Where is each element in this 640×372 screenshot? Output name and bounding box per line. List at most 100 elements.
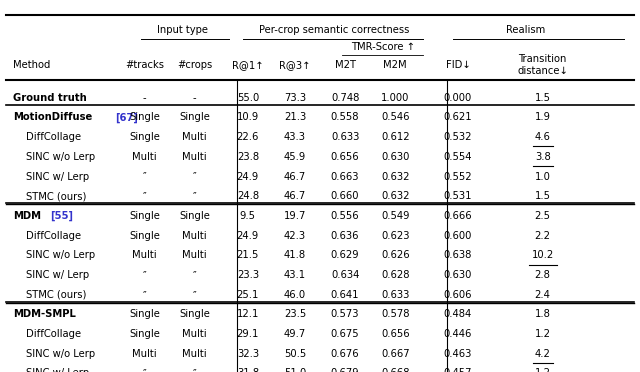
Text: 51.0: 51.0 — [284, 368, 306, 372]
Text: 2.2: 2.2 — [534, 231, 550, 241]
Text: 0.628: 0.628 — [381, 270, 410, 280]
Text: 46.7: 46.7 — [284, 191, 306, 201]
Text: ″: ″ — [143, 290, 147, 299]
Text: 0.656: 0.656 — [381, 329, 410, 339]
Text: ″: ″ — [193, 270, 196, 280]
Text: Input type: Input type — [157, 25, 207, 35]
Text: 0.000: 0.000 — [444, 93, 472, 103]
Text: ″: ″ — [143, 368, 147, 372]
Text: Multi: Multi — [182, 349, 207, 359]
Text: 0.546: 0.546 — [381, 112, 410, 122]
Text: DiffCollage: DiffCollage — [26, 132, 81, 142]
Text: ″: ″ — [143, 171, 147, 182]
Text: 0.606: 0.606 — [444, 290, 472, 299]
Text: Single: Single — [129, 231, 160, 241]
Text: Multi: Multi — [182, 152, 207, 162]
Text: ″: ″ — [143, 191, 147, 201]
Text: [67]: [67] — [115, 112, 138, 123]
Text: 2.8: 2.8 — [534, 270, 550, 280]
Text: MotionDiffuse: MotionDiffuse — [13, 112, 92, 122]
Text: Single: Single — [179, 112, 210, 122]
Text: 46.0: 46.0 — [284, 290, 306, 299]
Text: Method: Method — [13, 60, 50, 70]
Text: 19.7: 19.7 — [284, 211, 306, 221]
Text: 0.632: 0.632 — [381, 191, 410, 201]
Text: 0.463: 0.463 — [444, 349, 472, 359]
Text: 0.636: 0.636 — [331, 231, 359, 241]
Text: 0.612: 0.612 — [381, 132, 410, 142]
Text: ″: ″ — [193, 171, 196, 182]
Text: 1.5: 1.5 — [534, 191, 550, 201]
Text: 46.7: 46.7 — [284, 171, 306, 182]
Text: 0.633: 0.633 — [381, 290, 410, 299]
Text: 0.552: 0.552 — [444, 171, 472, 182]
Text: 0.675: 0.675 — [331, 329, 360, 339]
Text: 50.5: 50.5 — [284, 349, 306, 359]
Text: 3.8: 3.8 — [535, 152, 550, 162]
Text: 0.484: 0.484 — [444, 310, 472, 319]
Text: SINC w/o Lerp: SINC w/o Lerp — [26, 349, 95, 359]
Text: 1.0: 1.0 — [534, 171, 550, 182]
Text: 0.621: 0.621 — [444, 112, 472, 122]
Text: 24.8: 24.8 — [237, 191, 259, 201]
Text: -: - — [143, 93, 146, 103]
Text: 32.3: 32.3 — [237, 349, 259, 359]
Text: ″: ″ — [193, 290, 196, 299]
Text: 2.4: 2.4 — [534, 290, 550, 299]
Text: 1.9: 1.9 — [534, 112, 550, 122]
Text: SINC w/ Lerp: SINC w/ Lerp — [26, 368, 90, 372]
Text: 0.623: 0.623 — [381, 231, 410, 241]
Text: Multi: Multi — [132, 152, 157, 162]
Text: 0.638: 0.638 — [444, 250, 472, 260]
Text: ″: ″ — [143, 270, 147, 280]
Text: FID↓: FID↓ — [445, 60, 470, 70]
Text: 43.1: 43.1 — [284, 270, 306, 280]
Text: 0.632: 0.632 — [381, 171, 410, 182]
Text: 0.656: 0.656 — [331, 152, 360, 162]
Text: 12.1: 12.1 — [237, 310, 259, 319]
Text: Multi: Multi — [132, 250, 157, 260]
Text: MDM: MDM — [13, 211, 41, 221]
Text: 43.3: 43.3 — [284, 132, 306, 142]
Text: #crops: #crops — [177, 60, 212, 70]
Text: 0.600: 0.600 — [444, 231, 472, 241]
Text: 2.5: 2.5 — [534, 211, 550, 221]
Text: 0.668: 0.668 — [381, 368, 410, 372]
Text: 0.634: 0.634 — [331, 270, 359, 280]
Text: 24.9: 24.9 — [237, 171, 259, 182]
Text: 49.7: 49.7 — [284, 329, 306, 339]
Text: 55.0: 55.0 — [237, 93, 259, 103]
Text: DiffCollage: DiffCollage — [26, 329, 81, 339]
Text: STMC (ours): STMC (ours) — [26, 290, 87, 299]
Text: Per-crop semantic correctness: Per-crop semantic correctness — [259, 25, 410, 35]
Text: 0.679: 0.679 — [331, 368, 360, 372]
Text: 0.578: 0.578 — [381, 310, 410, 319]
Text: DiffCollage: DiffCollage — [26, 231, 81, 241]
Text: Single: Single — [129, 310, 160, 319]
Text: 0.641: 0.641 — [331, 290, 359, 299]
Text: 0.556: 0.556 — [331, 211, 360, 221]
Text: 41.8: 41.8 — [284, 250, 306, 260]
Text: 9.5: 9.5 — [240, 211, 256, 221]
Text: 0.667: 0.667 — [381, 349, 410, 359]
Text: 1.000: 1.000 — [381, 93, 410, 103]
Text: 0.626: 0.626 — [381, 250, 410, 260]
Text: 0.629: 0.629 — [331, 250, 360, 260]
Text: 24.9: 24.9 — [237, 231, 259, 241]
Text: STMC (ours): STMC (ours) — [26, 191, 87, 201]
Text: MDM: MDM — [13, 211, 41, 221]
Text: 4.2: 4.2 — [534, 349, 550, 359]
Text: Single: Single — [129, 211, 160, 221]
Text: 0.663: 0.663 — [331, 171, 359, 182]
Text: 0.446: 0.446 — [444, 329, 472, 339]
Text: R@3↑: R@3↑ — [279, 60, 310, 70]
Text: Multi: Multi — [182, 329, 207, 339]
Text: SINC w/o Lerp: SINC w/o Lerp — [26, 250, 95, 260]
Text: 0.554: 0.554 — [444, 152, 472, 162]
Text: 23.8: 23.8 — [237, 152, 259, 162]
Text: 1.5: 1.5 — [534, 93, 550, 103]
Text: Ground truth: Ground truth — [13, 93, 86, 103]
Text: 29.1: 29.1 — [237, 329, 259, 339]
Text: 0.558: 0.558 — [331, 112, 359, 122]
Text: SINC w/ Lerp: SINC w/ Lerp — [26, 171, 90, 182]
